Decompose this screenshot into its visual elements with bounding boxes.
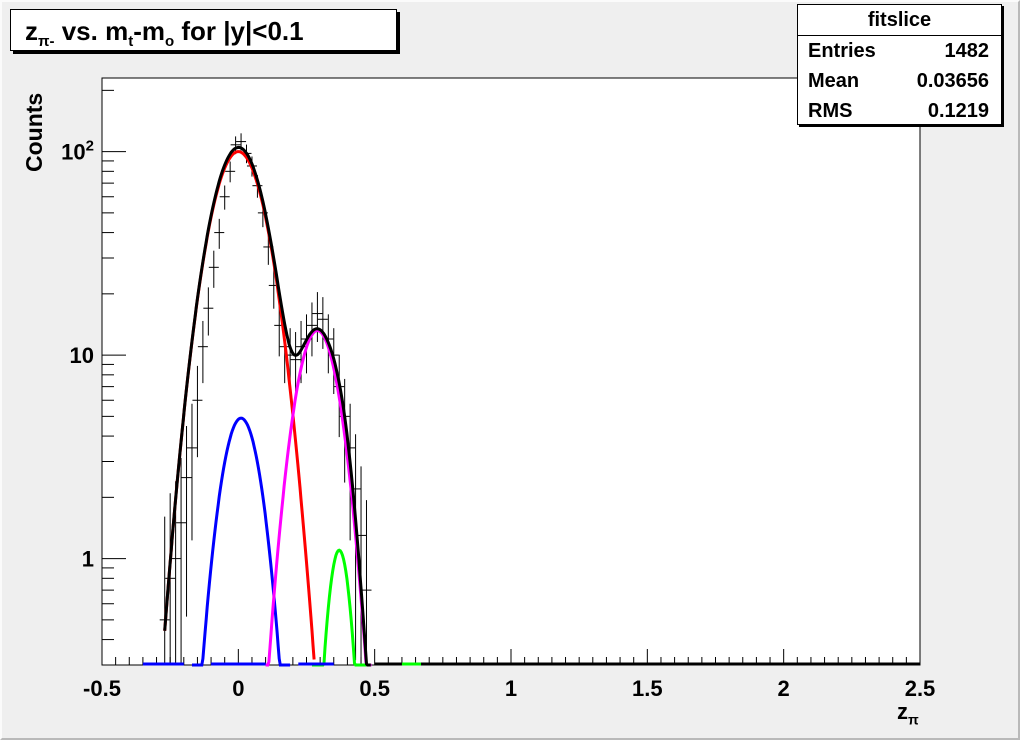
stats-label: Mean — [808, 70, 860, 92]
x-tick-label: 1 — [505, 676, 517, 701]
stats-value: 1482 — [944, 40, 990, 62]
title-sub: t — [128, 33, 134, 51]
stats-value: 0.03656 — [916, 70, 989, 92]
title-sub: o — [164, 33, 175, 51]
plot-frame — [101, 77, 921, 666]
x-axis-label-sub: π — [908, 711, 919, 728]
title-part: for |y|<0.1 — [174, 16, 304, 46]
stats-row-rms: RMS 0.1219 — [798, 96, 1001, 126]
title-part: -m — [133, 16, 165, 46]
y-axis-label: Counts — [21, 92, 47, 172]
x-axis-label: zπ — [897, 699, 919, 727]
fit-curve-magenta — [265, 329, 372, 667]
stats-label: Entries — [808, 40, 876, 62]
stats-row-mean: Mean 0.03656 — [798, 66, 1001, 96]
title-part: z — [25, 16, 38, 46]
y-tick-label: 1 — [82, 547, 94, 572]
x-tick-label: 0 — [232, 676, 244, 701]
x-axis-label-main: z — [897, 699, 908, 724]
title-part: vs. m — [54, 16, 129, 46]
title-sub: π- — [38, 33, 55, 51]
y-tick-label: 10 — [70, 343, 94, 368]
stats-title: fitslice — [798, 5, 1001, 36]
x-tick-label: 0.5 — [359, 676, 390, 701]
stats-value: 0.1219 — [927, 100, 989, 122]
fit-curve-total — [163, 145, 371, 667]
x-tick-label: 2 — [778, 676, 790, 701]
x-tick-label: 1.5 — [632, 676, 663, 701]
plot-title: zπ- vs. mt-mo for |y|<0.1 — [10, 9, 397, 51]
stats-label: RMS — [808, 100, 853, 122]
y-tick-label: 102 — [61, 138, 94, 165]
x-tick-label: 2.5 — [905, 676, 936, 701]
stats-row-entries: Entries 1482 — [798, 36, 1001, 66]
x-tick-label: -0.5 — [83, 676, 121, 701]
stats-box: fitslice Entries 1482 Mean 0.03656 RMS 0… — [797, 4, 1002, 125]
